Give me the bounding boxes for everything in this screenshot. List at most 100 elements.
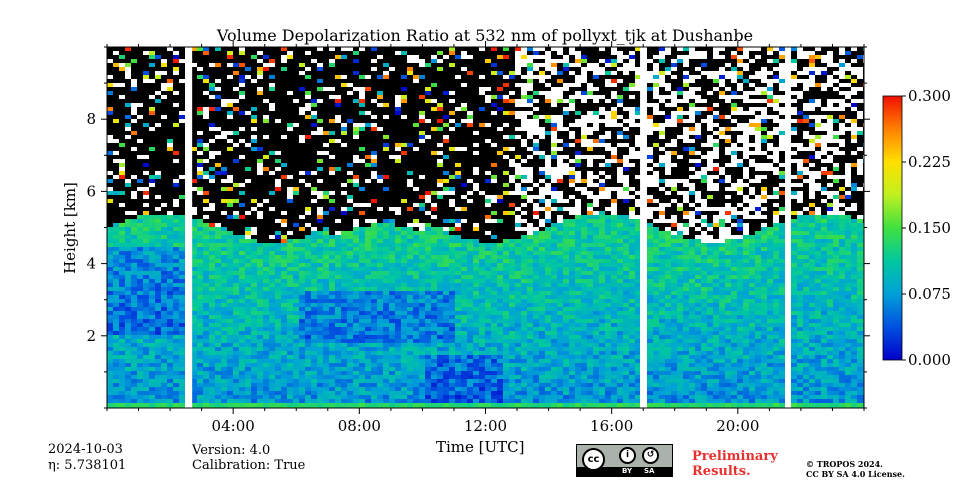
heat-cell xyxy=(377,303,383,307)
heat-cell xyxy=(149,267,155,271)
heat-cell xyxy=(335,211,341,215)
heat-cell xyxy=(137,131,143,135)
heat-cell xyxy=(107,271,113,275)
heat-cell xyxy=(311,163,317,167)
heat-cell xyxy=(305,351,311,355)
heat-cell xyxy=(239,243,245,247)
heat-cell xyxy=(263,139,269,143)
heat-cell xyxy=(167,103,173,107)
heat-cell xyxy=(311,123,317,127)
heat-cell xyxy=(461,339,467,343)
heat-cell xyxy=(143,367,149,371)
heat-cell xyxy=(341,227,347,231)
heat-cell xyxy=(221,123,227,127)
heat-cell xyxy=(383,135,389,139)
heat-cell xyxy=(323,183,329,187)
heat-cell xyxy=(191,323,197,327)
heat-cell xyxy=(227,275,233,279)
heat-cell xyxy=(197,403,203,407)
heat-cell xyxy=(353,287,359,291)
heat-cell xyxy=(317,107,323,111)
heat-cell xyxy=(263,131,269,135)
heat-cell xyxy=(179,143,185,147)
heat-cell xyxy=(149,287,155,291)
heat-cell xyxy=(461,299,467,303)
heat-cell xyxy=(173,283,179,287)
heat-cell xyxy=(371,91,377,95)
heat-cell xyxy=(443,131,449,135)
heat-cell xyxy=(377,247,383,251)
heat-cell xyxy=(119,147,125,151)
heat-cell xyxy=(353,63,359,67)
heat-cell xyxy=(287,47,293,51)
heat-cell xyxy=(167,367,173,371)
heat-cell xyxy=(155,51,161,55)
heat-cell xyxy=(371,291,377,295)
heat-cell xyxy=(281,323,287,327)
heat-cell xyxy=(461,131,467,135)
heat-cell xyxy=(287,395,293,399)
heat-cell xyxy=(125,239,131,243)
heat-cell xyxy=(377,163,383,167)
heat-cell xyxy=(431,79,437,83)
heat-cell xyxy=(317,95,323,99)
heat-cell xyxy=(383,379,389,383)
heat-cell xyxy=(389,175,395,179)
heat-cell xyxy=(347,259,353,263)
heat-cell xyxy=(137,175,143,179)
heat-cell xyxy=(197,103,203,107)
heat-cell xyxy=(215,323,221,327)
heat-cell xyxy=(455,155,461,159)
heat-cell xyxy=(107,155,113,159)
heat-cell xyxy=(407,355,413,359)
heat-cell xyxy=(407,319,413,323)
heat-cell xyxy=(311,287,317,291)
heat-cell xyxy=(305,255,311,259)
heat-cell xyxy=(437,259,443,263)
heat-cell xyxy=(281,299,287,303)
heat-cell xyxy=(281,75,287,79)
heat-cell xyxy=(257,195,263,199)
heat-cell xyxy=(107,347,113,351)
heat-cell xyxy=(233,383,239,387)
heat-cell xyxy=(437,243,443,247)
heat-cell xyxy=(455,55,461,59)
heat-cell xyxy=(389,103,395,107)
heat-cell xyxy=(209,191,215,195)
heat-cell xyxy=(413,179,419,183)
heat-cell xyxy=(149,399,155,403)
heat-cell xyxy=(341,139,347,143)
heat-cell xyxy=(221,399,227,403)
heat-cell xyxy=(455,227,461,231)
heat-cell xyxy=(461,375,467,379)
heat-cell xyxy=(437,299,443,303)
heat-cell xyxy=(413,283,419,287)
heat-cell xyxy=(125,303,131,307)
heat-cell xyxy=(329,315,335,319)
heat-cell xyxy=(131,55,137,59)
heat-cell xyxy=(203,279,209,283)
heat-cell xyxy=(407,299,413,303)
heat-cell xyxy=(359,235,365,239)
heat-cell xyxy=(143,235,149,239)
heat-cell xyxy=(287,287,293,291)
heat-cell xyxy=(431,175,437,179)
heat-cell xyxy=(131,339,137,343)
heat-cell xyxy=(377,387,383,391)
heat-cell xyxy=(191,95,197,99)
heat-cell xyxy=(179,375,185,379)
heat-cell xyxy=(437,267,443,271)
heat-cell xyxy=(113,79,119,83)
heat-cell xyxy=(203,239,209,243)
heat-cell xyxy=(191,243,197,247)
heat-cell xyxy=(245,287,251,291)
heat-cell xyxy=(251,243,257,247)
heat-cell xyxy=(119,195,125,199)
heat-cell xyxy=(389,63,395,67)
heat-cell xyxy=(293,271,299,275)
heat-cell xyxy=(383,215,389,219)
heat-cell xyxy=(119,255,125,259)
heat-cell xyxy=(419,399,425,403)
heat-cell xyxy=(161,151,167,155)
heat-cell xyxy=(251,347,257,351)
